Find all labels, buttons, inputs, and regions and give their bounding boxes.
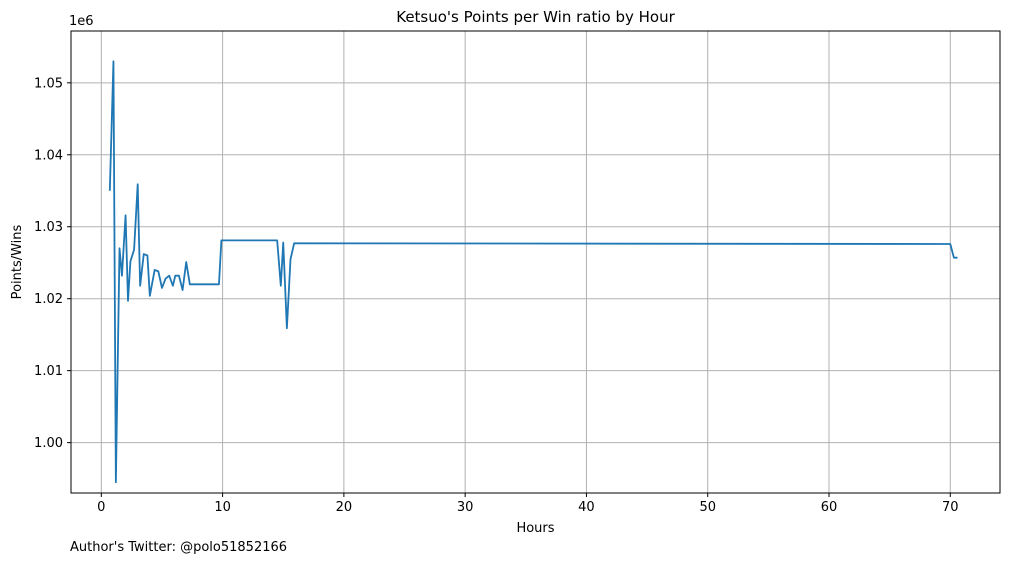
x-tick-label: 20 [336,500,353,515]
y-tick-label: 1.00 [34,436,63,451]
y-tick-label: 1.04 [34,148,63,163]
x-tick-label: 40 [578,500,595,515]
y-axis-label: Points/Wins [10,224,25,299]
plot-frame [70,30,1001,494]
x-tick-label: 60 [821,500,838,515]
x-tick-label: 70 [942,500,959,515]
series-line [108,60,958,484]
x-tick-label: 50 [699,500,716,515]
x-tick-label: 30 [457,500,474,515]
data-layer [108,60,958,484]
y-tick-label: 1.01 [34,364,63,379]
y-tick-label: 1.03 [34,220,63,235]
ticks: 0 10 20 30 40 50 60 70 1.00 1.01 1.02 1.03 1.04 1.05 [34,76,959,515]
y-axis-offset-label: 1e6 [69,14,94,29]
x-tick-label: 0 [97,500,105,515]
x-axis-label: Hours [516,521,554,536]
y-tick-label: 1.05 [34,76,63,91]
grid [71,31,1000,493]
x-tick-label: 10 [214,500,231,515]
y-tick-label: 1.02 [34,292,63,307]
author-twitter-text: Author's Twitter: @polo51852166 [70,540,287,555]
chart-title: Ketsuo's Points per Win ratio by Hour [396,8,675,26]
